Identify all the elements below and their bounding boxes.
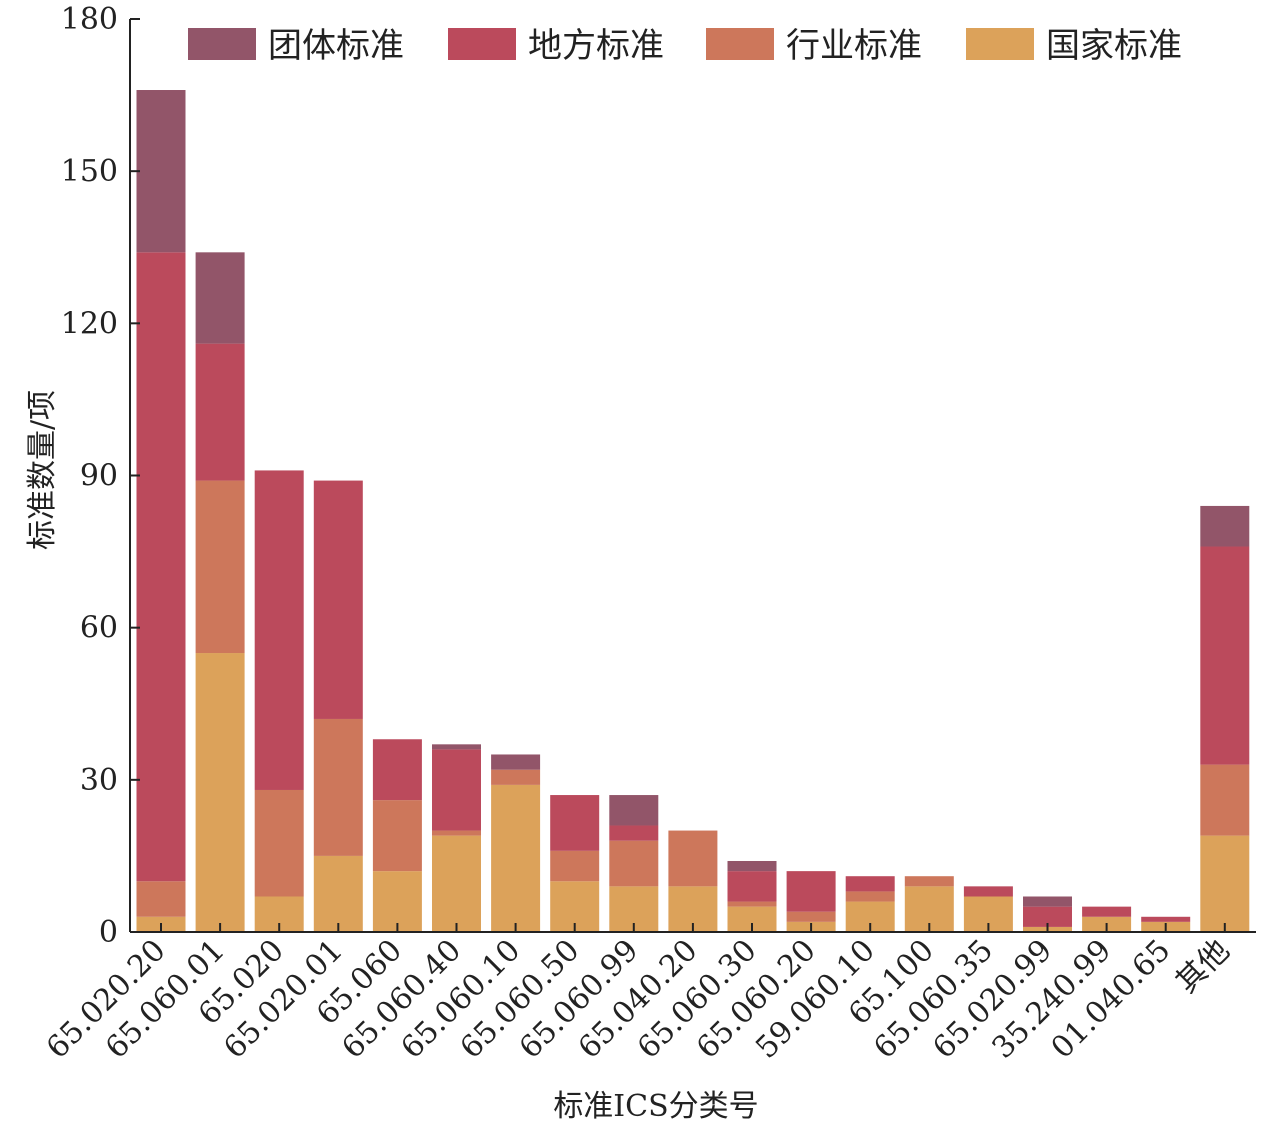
bar-segment	[136, 881, 186, 917]
bar-segment	[136, 252, 186, 882]
bar-segment	[1023, 896, 1072, 907]
bar-segment	[195, 343, 245, 481]
bar-segment	[372, 871, 422, 932]
bar-segment	[432, 749, 481, 831]
bar-segment	[491, 754, 541, 770]
legend-swatch	[706, 28, 774, 60]
bar-segment	[313, 480, 363, 719]
bar-segment	[1200, 546, 1250, 765]
bar-segment	[432, 744, 481, 750]
legend-swatch	[448, 28, 516, 60]
bar-segment	[727, 871, 777, 902]
bar-segment	[195, 653, 245, 932]
bar-segment	[1023, 906, 1072, 927]
bar-segment	[904, 876, 954, 887]
y-tick-label: 0	[99, 915, 118, 950]
bar-segment	[432, 835, 481, 932]
bar-segment	[432, 830, 481, 836]
bar-segment	[609, 795, 659, 826]
legend-swatch	[966, 28, 1034, 60]
bar-segment	[1082, 906, 1132, 917]
bar-segment	[727, 901, 777, 907]
legend-label: 国家标准	[1046, 26, 1182, 66]
y-ticks: 0 30 60 90 120 150 180	[61, 2, 140, 950]
bar-segment	[136, 90, 186, 253]
bar-segment	[313, 718, 363, 856]
x-tick-label: 其他	[1169, 933, 1236, 1000]
y-tick-label: 120	[61, 306, 118, 341]
bar-segment	[963, 886, 1013, 897]
legend-label: 地方标准	[528, 26, 664, 66]
legend-label: 行业标准	[786, 26, 922, 66]
y-tick-label: 30	[80, 763, 118, 798]
legend-label: 团体标准	[268, 26, 404, 66]
bar-segment	[786, 911, 836, 922]
bars	[136, 90, 1250, 932]
bar-segment	[1141, 916, 1191, 922]
bar-segment	[1200, 505, 1250, 547]
bar-segment	[609, 840, 659, 887]
y-axis-title: 标准数量/项	[25, 390, 60, 550]
legend-swatch	[188, 28, 256, 60]
bar-segment	[491, 769, 541, 785]
bar-segment	[372, 800, 422, 872]
x-axis-title: 标准ICS分类号	[553, 1089, 758, 1124]
y-tick-label: 150	[61, 154, 118, 189]
bar-segment	[550, 795, 600, 851]
bar-segment	[491, 784, 541, 932]
bar-segment	[1200, 764, 1250, 836]
bar-segment	[1200, 835, 1250, 932]
bar-segment	[550, 850, 600, 882]
bar-segment	[845, 876, 895, 892]
y-tick-label: 180	[61, 2, 118, 37]
y-tick-label: 60	[80, 611, 118, 646]
x-ticks: 65.020.2065.060.0165.02065.020.0165.0606…	[40, 923, 1236, 1066]
bar-segment	[313, 855, 363, 932]
bar-segment	[195, 252, 245, 344]
bar-segment	[786, 871, 836, 912]
bar-segment	[845, 891, 895, 902]
bar-segment	[372, 739, 422, 801]
legend: 团体标准 地方标准 行业标准 国家标准	[188, 26, 1182, 66]
bar-segment	[668, 830, 718, 887]
bar-segment	[254, 789, 304, 897]
bar-segment	[609, 825, 659, 841]
bar-segment	[727, 860, 777, 872]
y-tick-label: 90	[80, 459, 118, 494]
bar-segment	[195, 480, 245, 654]
bar-segment	[254, 470, 304, 790]
